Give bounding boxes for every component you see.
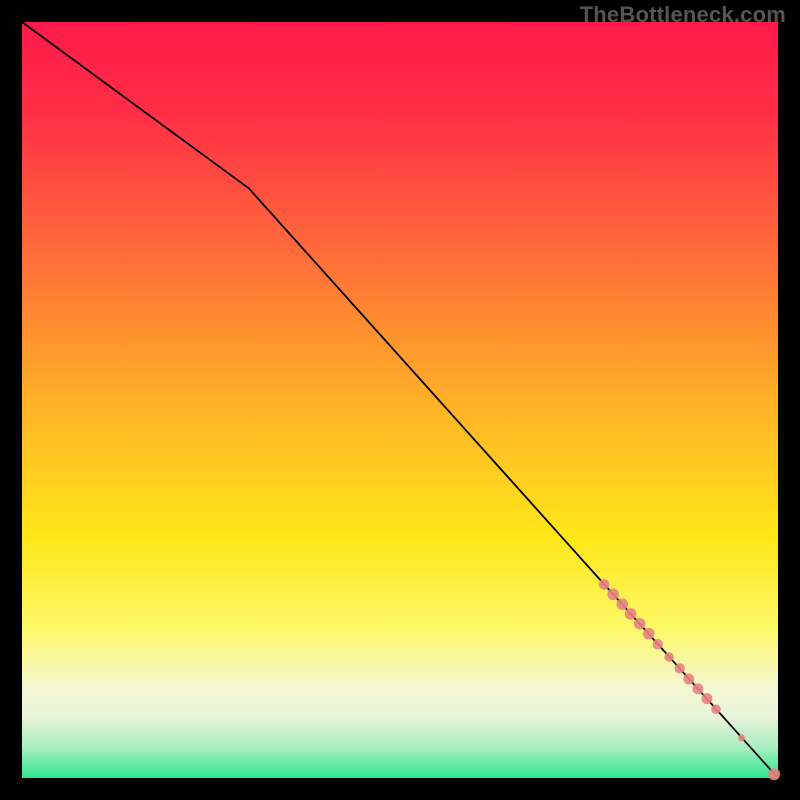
marker-point — [683, 673, 694, 684]
watermark-text: TheBottleneck.com — [580, 2, 786, 28]
marker-point — [599, 579, 610, 590]
marker-point — [607, 588, 619, 600]
chart-stage: TheBottleneck.com — [0, 0, 800, 800]
marker-point — [701, 693, 712, 704]
marker-point — [653, 639, 663, 649]
marker-point — [616, 598, 628, 610]
marker-point — [634, 618, 646, 630]
marker-point — [675, 663, 685, 673]
marker-point — [625, 608, 637, 620]
marker-point — [738, 734, 745, 741]
marker-point — [768, 768, 780, 780]
plot-background — [22, 22, 778, 778]
chart-svg — [0, 0, 800, 800]
marker-point — [664, 652, 674, 662]
marker-point — [711, 704, 721, 714]
marker-point — [692, 683, 703, 694]
marker-point — [643, 628, 655, 640]
